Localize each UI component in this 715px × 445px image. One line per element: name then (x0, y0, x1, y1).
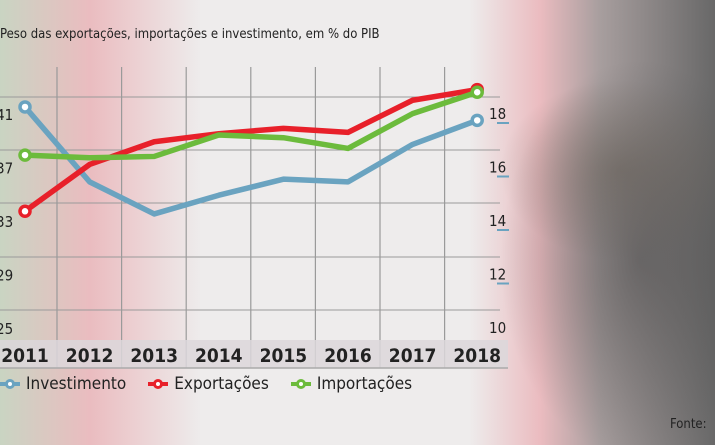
chart-title: Peso das exportações, importações e inve… (0, 27, 380, 42)
x-tick-label: 2017 (389, 345, 437, 367)
legend-marker-icon (0, 378, 20, 390)
legend-item-exportacoes: Exportações (148, 374, 269, 394)
x-tick-label: 2015 (260, 345, 308, 367)
y-left-tick-label: 37 (0, 160, 13, 178)
series-end-marker (18, 100, 32, 114)
series-end-marker (470, 113, 484, 128)
x-tick-label: 2011 (1, 345, 49, 367)
legend-label: Importações (316, 374, 413, 394)
year-band (0, 340, 508, 368)
series-end-marker (18, 148, 32, 162)
x-tick-label: 2018 (453, 345, 501, 367)
y-left-tick-label: 25 (0, 320, 13, 338)
y-left-tick-label: 41 (0, 106, 13, 124)
x-tick-label: 2014 (195, 345, 243, 367)
y-left-tick-label: 29 (0, 267, 13, 285)
legend-marker-icon (290, 378, 311, 390)
y-right-tick-label: 12 (489, 266, 506, 284)
legend-item-importacoes: Importações (290, 374, 413, 394)
series-end-marker (470, 85, 484, 99)
x-tick-label: 2016 (324, 345, 372, 367)
legend: Investimento Exportações Importações (0, 374, 434, 394)
x-tick-label: 2013 (130, 345, 178, 367)
series-end-marker (18, 204, 32, 219)
source-label: Fonte: (670, 417, 707, 432)
y-right-tick-label: 10 (489, 319, 506, 337)
y-left-tick-label: 33 (0, 213, 13, 231)
y-right-tick-label: 14 (489, 212, 506, 230)
x-tick-label: 2012 (66, 345, 114, 367)
legend-label: Exportações (174, 374, 269, 394)
series-line-importações (24, 89, 479, 161)
legend-marker-icon (148, 378, 169, 390)
legend-item-investimento: Investimento (0, 374, 126, 394)
y-right-tick-label: 16 (489, 159, 506, 177)
legend-label: Investimento (26, 374, 127, 394)
series-line-exportações (23, 86, 478, 214)
series-line-investimento (22, 105, 479, 217)
y-right-tick-label: 18 (489, 105, 506, 123)
